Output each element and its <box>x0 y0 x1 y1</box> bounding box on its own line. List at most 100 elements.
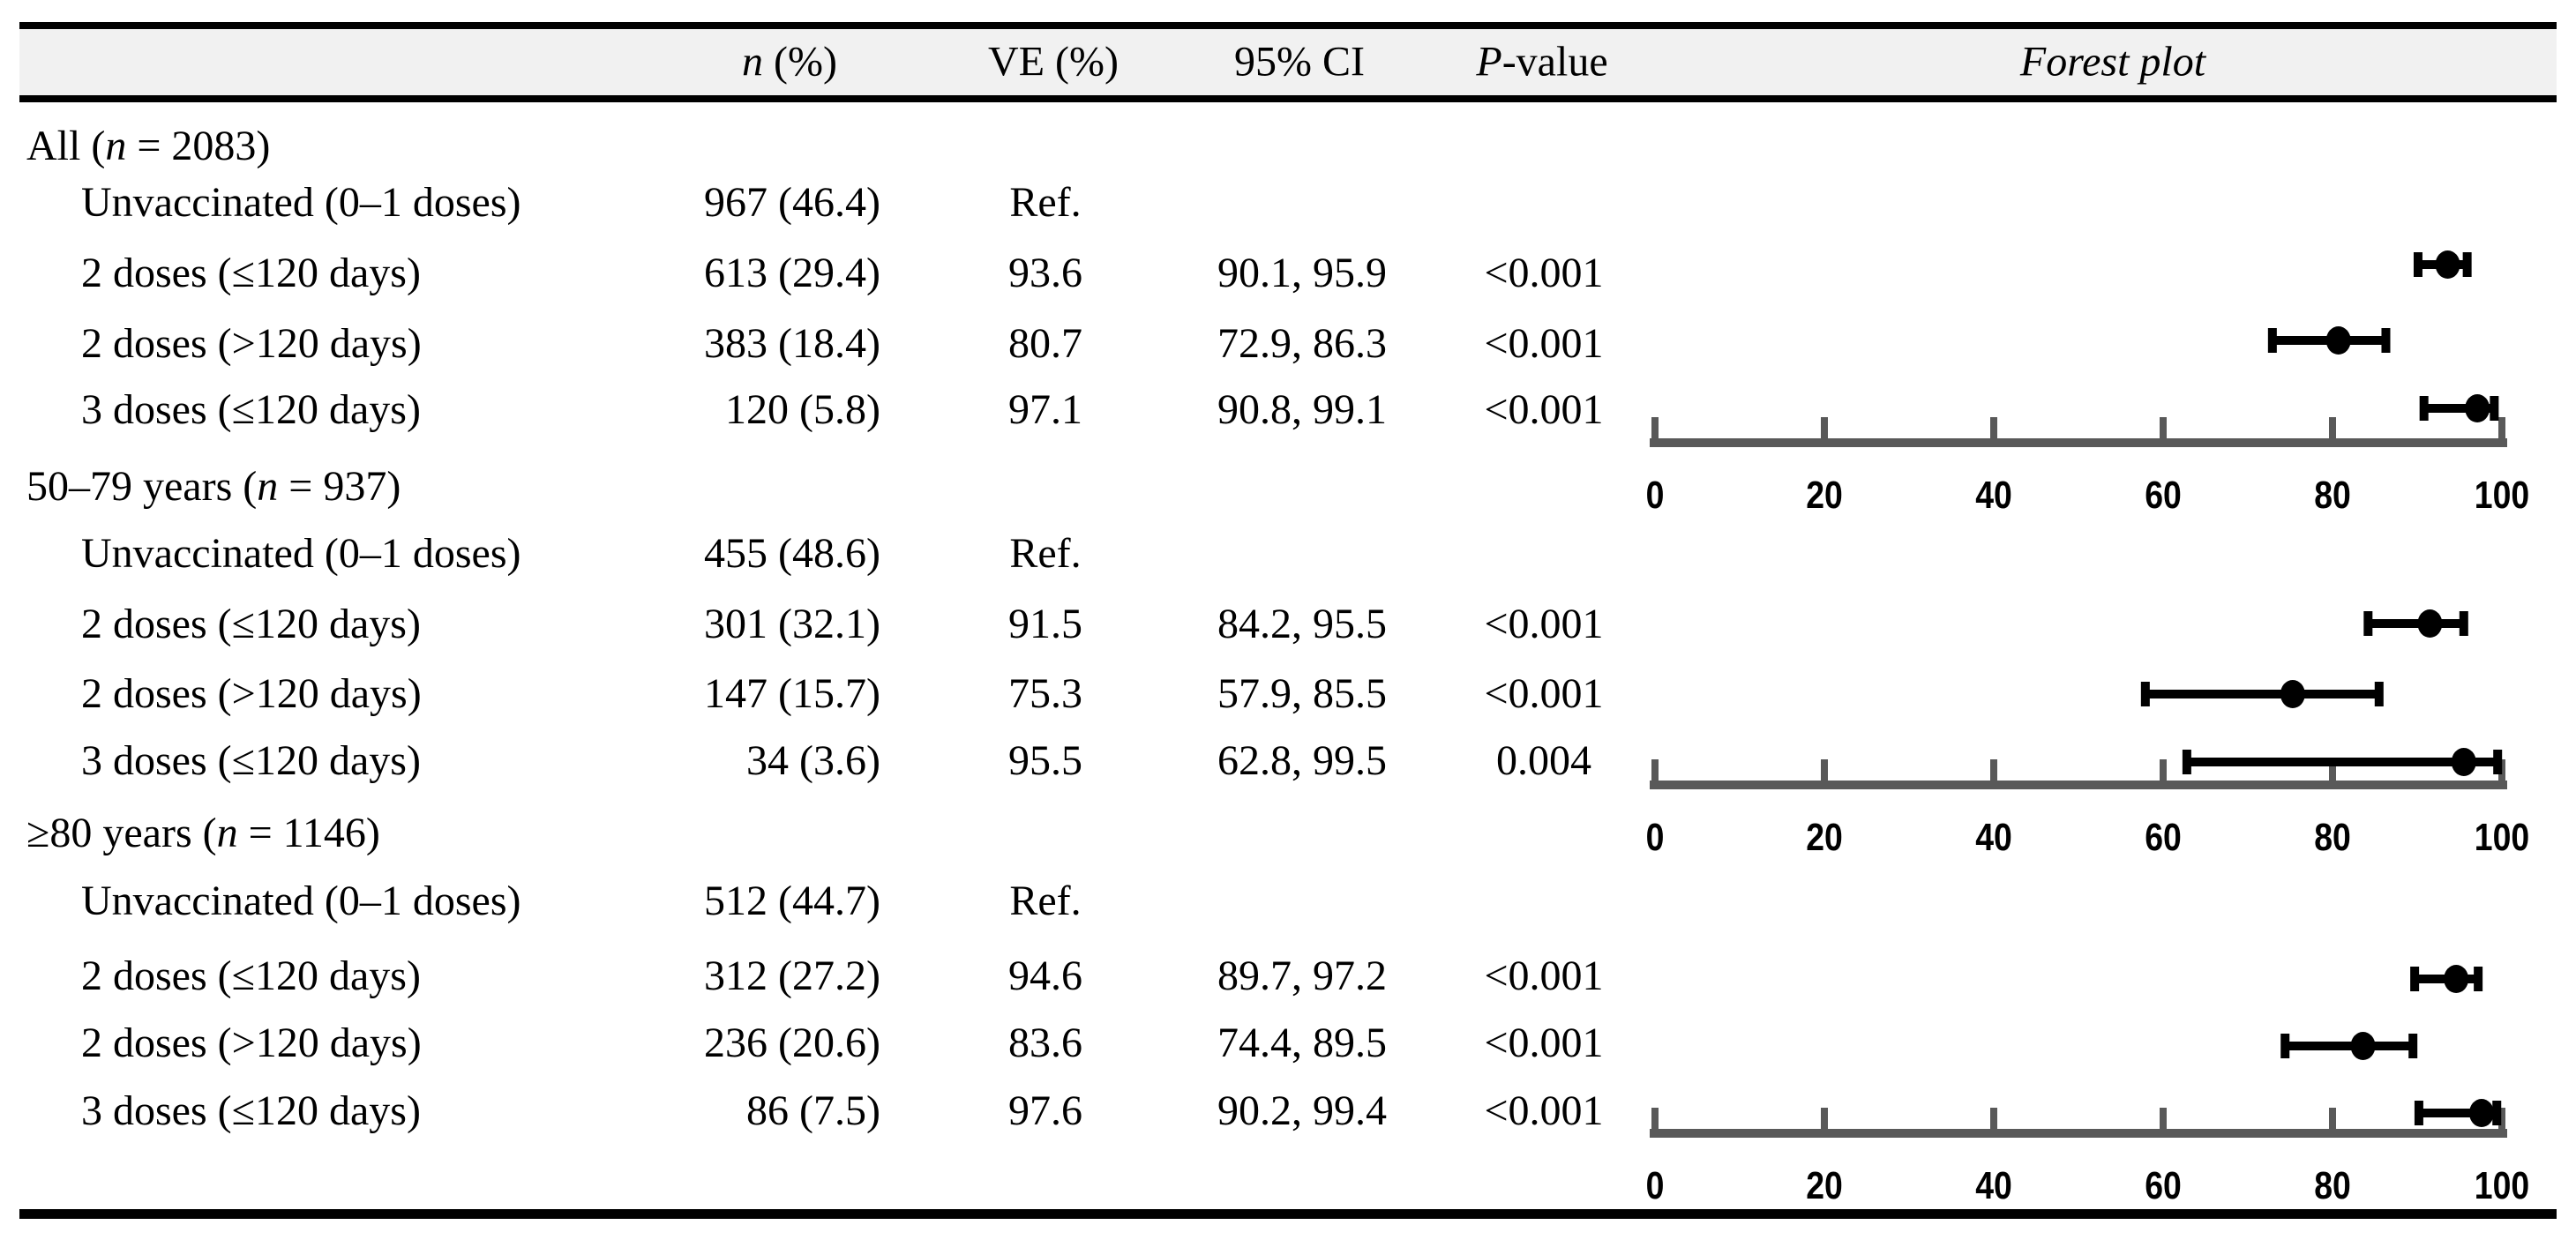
ci-cap-high <box>2474 967 2483 991</box>
ci-cap-low <box>2419 396 2429 421</box>
cell-p-value: <0.001 <box>1484 386 1604 433</box>
ci-line <box>2423 404 2495 413</box>
axis-tick <box>1651 417 1659 438</box>
axis-tick-label: 20 <box>1806 473 1843 517</box>
cell-p-value: <0.001 <box>1484 320 1604 367</box>
column-header-ve: VE (%) <box>988 38 1119 86</box>
cell-row-label: 2 doses (≤120 days) <box>81 601 421 647</box>
axis-tick-label: 60 <box>2145 815 2182 859</box>
table-header-bottom-border <box>19 95 2557 102</box>
axis-tick-label: 100 <box>2475 473 2529 517</box>
axis-tick-label: 100 <box>2475 1163 2529 1207</box>
group-heading-suffix: = 1146) <box>237 810 380 856</box>
axis-tick-label: 20 <box>1806 815 1843 859</box>
ci-cap-high <box>2462 252 2472 277</box>
ci-cap-low <box>2140 682 2150 706</box>
axis-tick <box>2498 1108 2505 1129</box>
axis-tick-label: 40 <box>1975 815 2012 859</box>
axis-tick <box>2160 1108 2167 1129</box>
cell-p-value: <0.001 <box>1484 1020 1604 1066</box>
forest-point <box>2280 680 2305 708</box>
ci-line <box>2186 758 2498 766</box>
column-header-forest-plot: Forest plot <box>2019 38 2206 86</box>
ci-cap-low <box>2363 611 2373 636</box>
axis-tick <box>1990 417 1997 438</box>
axis-tick-label: 60 <box>2145 473 2182 517</box>
axis-tick <box>2329 417 2336 438</box>
cell-n-pct: 613 (29.4) <box>704 250 880 296</box>
ci-cap-high <box>2493 750 2503 774</box>
axis-tick <box>2160 759 2167 781</box>
table-top-border <box>19 22 2557 29</box>
ci-cap-high <box>2459 611 2468 636</box>
cell-ve: 95.5 <box>1008 737 1082 784</box>
ci-cap-low <box>2182 750 2191 774</box>
ci-line <box>2285 1042 2414 1050</box>
table-header-band <box>19 29 2557 95</box>
axis-tick <box>1651 759 1659 781</box>
axis-tick <box>2160 417 2167 438</box>
axis-tick <box>1821 759 1828 781</box>
cell-row-label: Unvaccinated (0–1 doses) <box>81 530 521 577</box>
column-header-ci: 95% CI <box>1234 38 1365 86</box>
forest-point <box>2417 609 2443 638</box>
forest-point <box>2325 326 2351 355</box>
axis-line <box>1650 781 2507 789</box>
group-heading-suffix: = 2083) <box>126 123 271 169</box>
axis-tick-label: 80 <box>2314 473 2351 517</box>
ci-cap-high <box>2490 396 2499 421</box>
cell-ve: Ref. <box>1009 878 1082 924</box>
cell-n-pct: 147 (15.7) <box>704 670 880 717</box>
group-heading-prefix: 50–79 years ( <box>26 463 258 510</box>
cell-ci: 89.7, 97.2 <box>1217 952 1387 999</box>
column-header-n: n (%) <box>742 38 837 86</box>
cell-row-label: Unvaccinated (0–1 doses) <box>81 179 521 226</box>
cell-ve: 94.6 <box>1008 952 1082 999</box>
ci-line <box>2145 690 2379 698</box>
ci-cap-high <box>2408 1034 2418 1058</box>
axis-tick <box>1821 1108 1828 1129</box>
cell-ci: 57.9, 85.5 <box>1217 670 1387 717</box>
ci-line <box>2368 619 2464 628</box>
cell-ci: 62.8, 99.5 <box>1217 737 1387 784</box>
cell-n-pct: 301 (32.1) <box>704 601 880 647</box>
cell-n-pct: 86 (7.5) <box>746 1087 880 1134</box>
ci-line <box>2418 1109 2497 1117</box>
cell-ve: 83.6 <box>1008 1020 1082 1066</box>
ci-cap-high <box>2492 1101 2502 1125</box>
axis-tick-label: 40 <box>1975 473 2012 517</box>
axis-tick-label: 0 <box>1646 473 1665 517</box>
group-heading-prefix: All ( <box>26 123 106 169</box>
cell-ve: 97.1 <box>1008 386 1082 433</box>
ci-cap-low <box>2267 328 2277 353</box>
cell-ve: 75.3 <box>1008 670 1082 717</box>
cell-n-pct: 236 (20.6) <box>704 1020 880 1066</box>
forest-point <box>2465 394 2490 422</box>
axis-tick-label: 80 <box>2314 815 2351 859</box>
cell-ci: 74.4, 89.5 <box>1217 1020 1387 1066</box>
forest-point <box>2468 1099 2494 1127</box>
axis-tick-label: 80 <box>2314 1163 2351 1207</box>
p-symbol: P <box>1476 38 1502 86</box>
cell-row-label: 2 doses (>120 days) <box>81 670 422 717</box>
ci-cap-low <box>2410 967 2420 991</box>
axis-tick <box>1821 417 1828 438</box>
cell-p-value: 0.004 <box>1496 737 1591 784</box>
cell-p-value: <0.001 <box>1484 670 1604 717</box>
cell-ci: 90.8, 99.1 <box>1217 386 1387 433</box>
axis-line <box>1650 438 2507 447</box>
cell-n-pct: 512 (44.7) <box>704 878 880 924</box>
axis-tick-label: 60 <box>2145 1163 2182 1207</box>
axis-tick <box>2498 417 2505 438</box>
cell-row-label: Unvaccinated (0–1 doses) <box>81 878 521 924</box>
cell-ve: Ref. <box>1009 179 1082 226</box>
table-bottom-border <box>19 1209 2557 1219</box>
group-heading: 50–79 years (n = 937) <box>26 466 401 508</box>
cell-row-label: 3 doses (≤120 days) <box>81 737 421 784</box>
group-heading: ≥80 years (n = 1146) <box>26 812 380 855</box>
axis-tick <box>1651 1108 1659 1129</box>
cell-n-pct: 120 (5.8) <box>725 386 880 433</box>
n-symbol: n <box>216 810 238 856</box>
cell-p-value: <0.001 <box>1484 952 1604 999</box>
axis-tick <box>2329 759 2336 781</box>
